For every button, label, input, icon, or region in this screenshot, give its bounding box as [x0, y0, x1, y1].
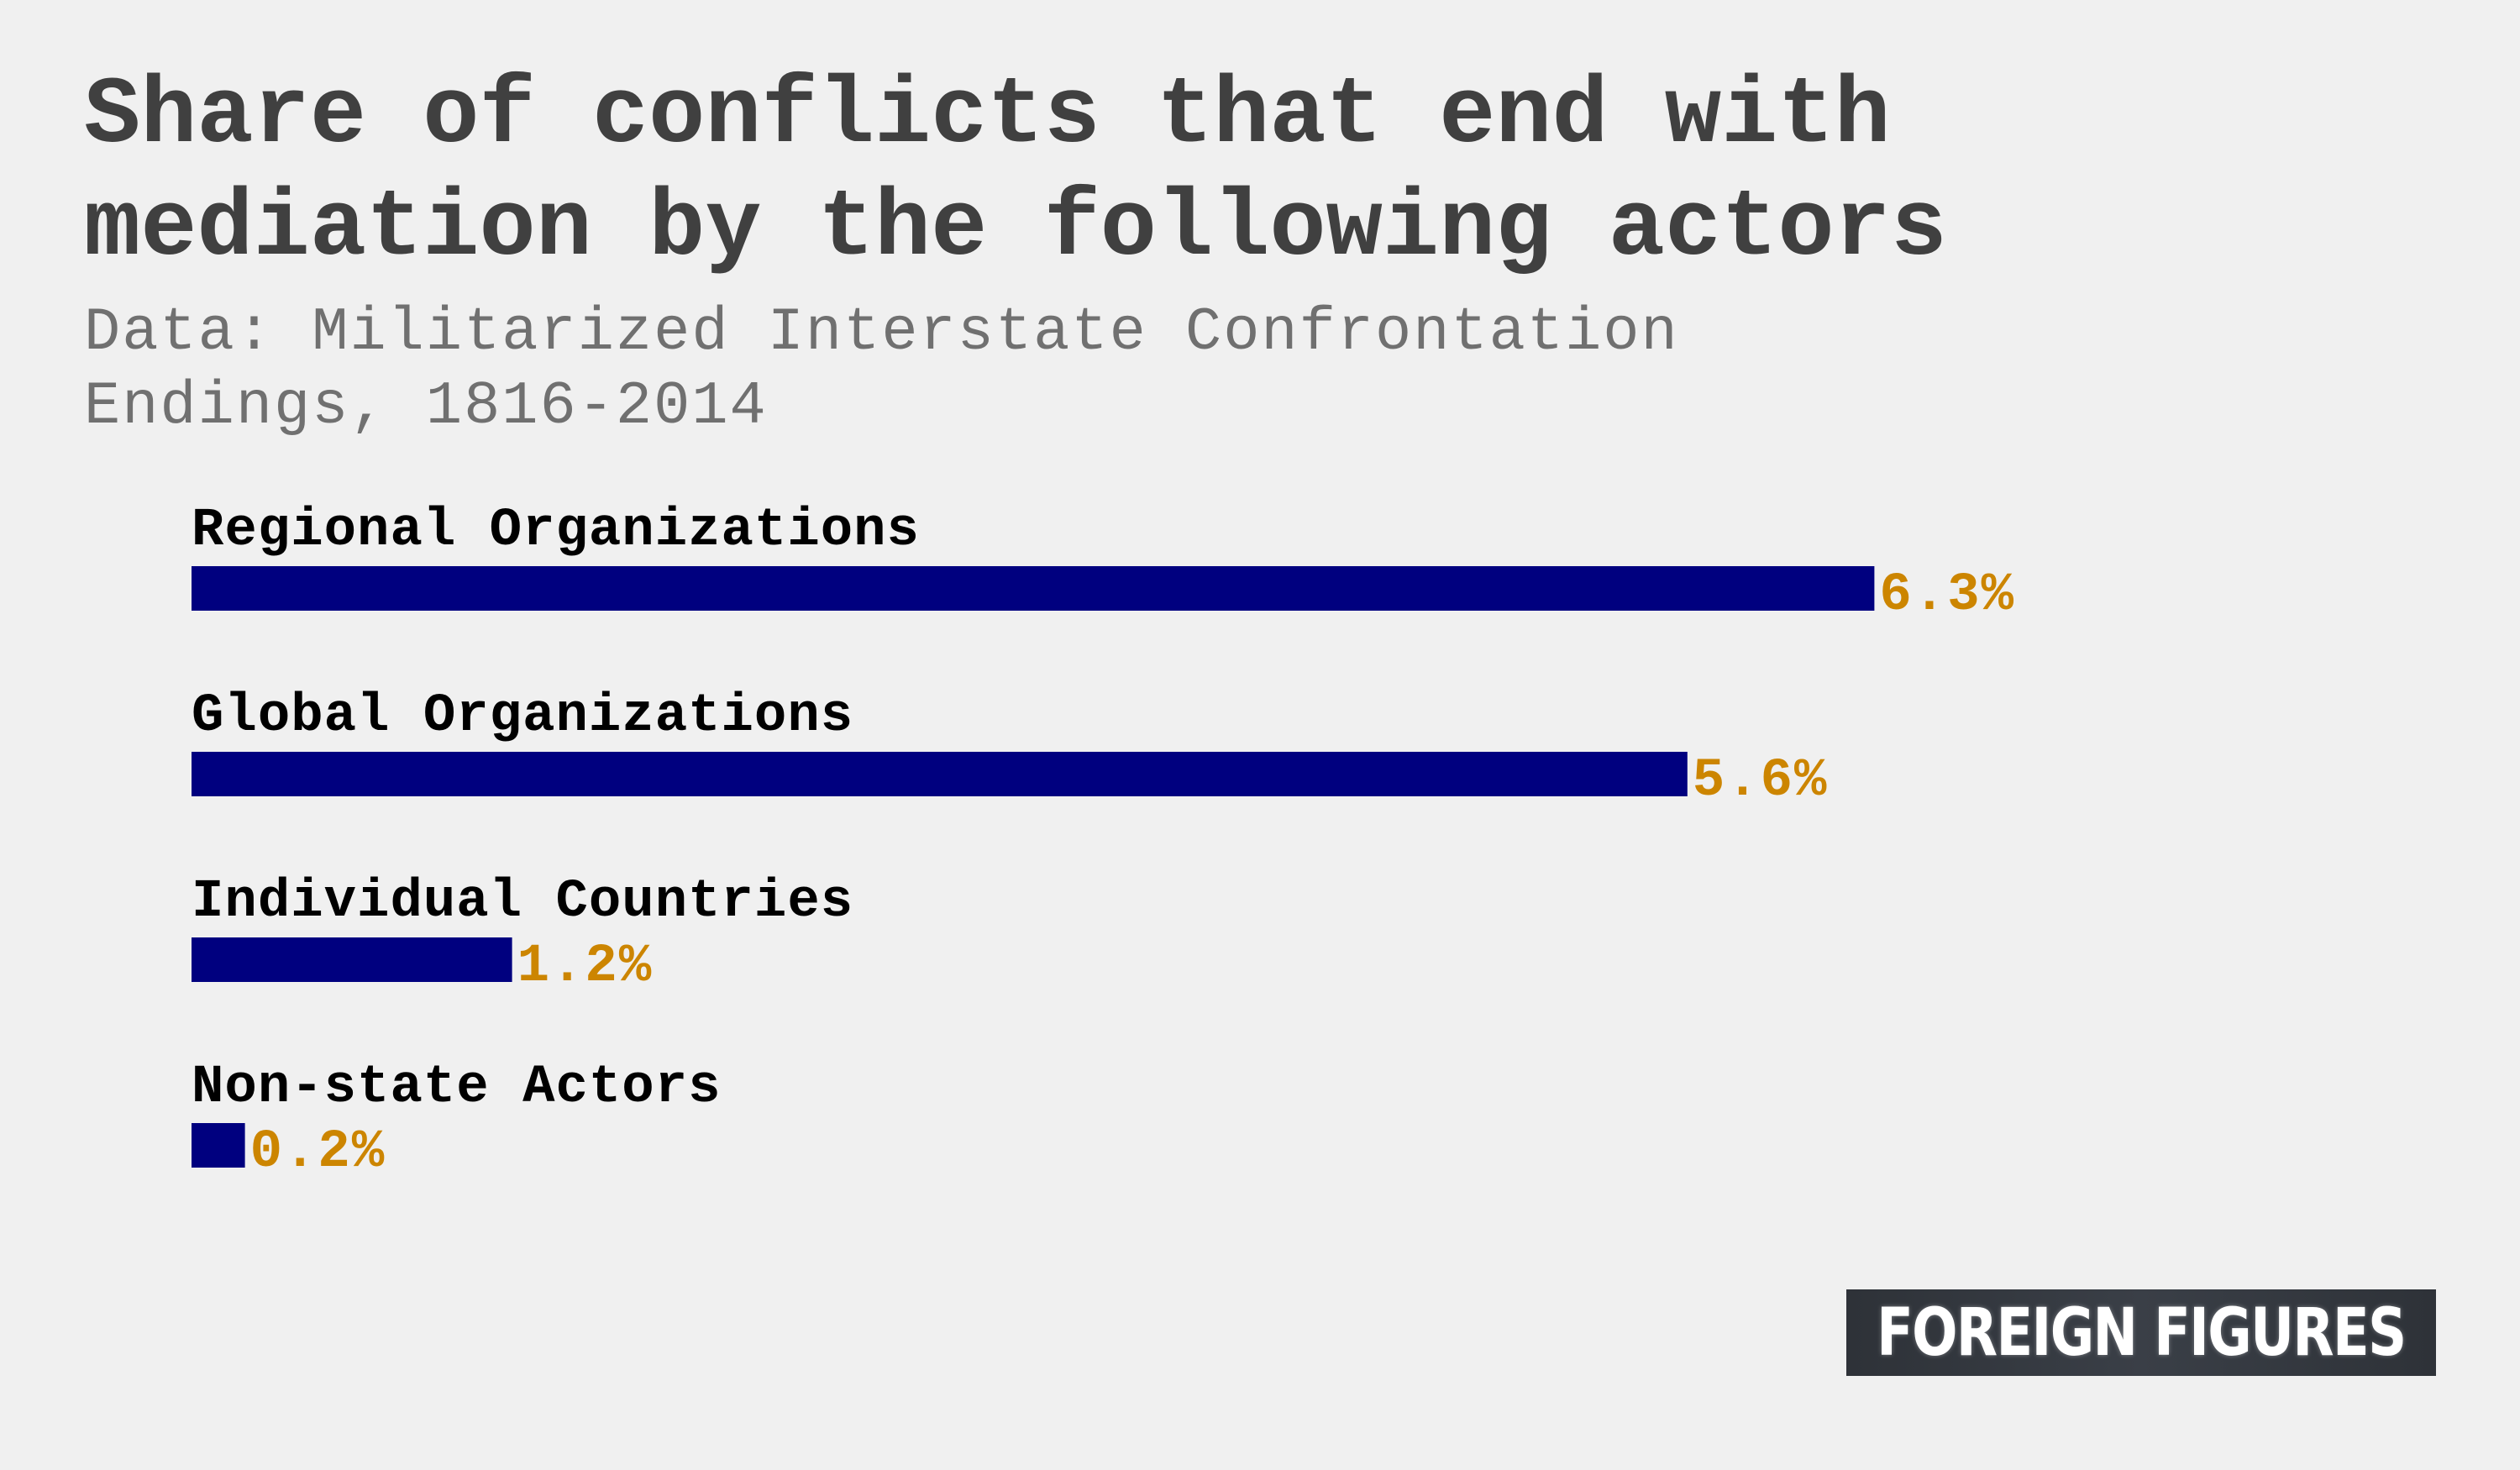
logo-text: FOREIGN FIGURES — [1877, 1294, 2407, 1371]
bar — [192, 937, 512, 982]
chart-title: Share of conflicts that end with mediati… — [84, 63, 1947, 282]
bar — [192, 566, 1875, 611]
category-label: Global Organizations — [192, 686, 853, 747]
bar — [192, 752, 1688, 796]
chart-subtitle: Data: Militarized Interstate Confrontati… — [84, 298, 1679, 441]
bar — [192, 1123, 245, 1168]
foreign-figures-logo: FOREIGN FIGURES — [1846, 1289, 2436, 1376]
category-label: Individual Countries — [192, 872, 853, 932]
value-label: 5.6% — [1693, 751, 1829, 811]
value-label: 6.3% — [1879, 565, 2015, 626]
category-label: Regional Organizations — [192, 501, 920, 561]
value-label: 0.2% — [250, 1122, 386, 1183]
value-label: 1.2% — [517, 937, 654, 997]
category-label: Non-state Actors — [192, 1058, 722, 1118]
